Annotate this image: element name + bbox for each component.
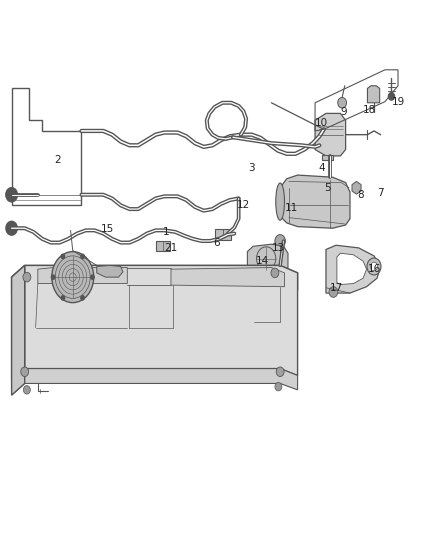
Circle shape xyxy=(275,382,282,391)
Polygon shape xyxy=(326,245,381,293)
Polygon shape xyxy=(97,265,123,277)
Text: 7: 7 xyxy=(377,188,384,198)
Polygon shape xyxy=(367,86,380,103)
Text: 5: 5 xyxy=(324,183,331,193)
Circle shape xyxy=(371,262,378,271)
Circle shape xyxy=(81,254,84,259)
Polygon shape xyxy=(171,268,285,287)
Text: 3: 3 xyxy=(248,163,255,173)
Circle shape xyxy=(81,296,84,300)
Text: 12: 12 xyxy=(237,200,250,211)
Polygon shape xyxy=(337,253,367,285)
Circle shape xyxy=(271,268,279,278)
Text: 4: 4 xyxy=(318,163,325,173)
Polygon shape xyxy=(155,241,170,251)
Polygon shape xyxy=(215,229,231,240)
Circle shape xyxy=(51,275,55,279)
Polygon shape xyxy=(315,114,346,156)
Polygon shape xyxy=(352,181,361,194)
Text: 18: 18 xyxy=(363,104,376,115)
Text: 11: 11 xyxy=(284,203,298,213)
Circle shape xyxy=(52,252,94,303)
Text: 8: 8 xyxy=(357,190,364,200)
Polygon shape xyxy=(12,265,297,294)
Polygon shape xyxy=(25,265,297,375)
Polygon shape xyxy=(12,265,25,381)
Text: 19: 19 xyxy=(392,96,405,107)
Circle shape xyxy=(367,258,381,275)
Polygon shape xyxy=(12,368,297,395)
Circle shape xyxy=(276,367,284,376)
Circle shape xyxy=(6,221,17,235)
Polygon shape xyxy=(12,265,25,395)
Polygon shape xyxy=(247,244,288,273)
Circle shape xyxy=(61,254,65,259)
Circle shape xyxy=(329,287,338,297)
Text: 1: 1 xyxy=(163,227,170,237)
Text: 14: 14 xyxy=(256,256,269,266)
Circle shape xyxy=(23,385,30,394)
Circle shape xyxy=(275,235,286,247)
Circle shape xyxy=(338,98,346,108)
Polygon shape xyxy=(38,268,127,284)
Circle shape xyxy=(389,93,395,100)
Text: 2: 2 xyxy=(54,155,61,165)
Circle shape xyxy=(21,367,28,376)
Circle shape xyxy=(91,275,94,279)
Circle shape xyxy=(23,272,31,282)
Circle shape xyxy=(61,296,65,300)
Text: 16: 16 xyxy=(367,264,381,274)
Text: 21: 21 xyxy=(164,243,177,253)
Ellipse shape xyxy=(276,183,285,220)
Text: 10: 10 xyxy=(315,118,328,128)
Text: 9: 9 xyxy=(340,107,347,117)
Text: 17: 17 xyxy=(330,283,343,293)
Polygon shape xyxy=(322,155,333,160)
Circle shape xyxy=(6,187,18,202)
Text: 15: 15 xyxy=(101,224,114,235)
Polygon shape xyxy=(280,175,350,228)
Text: 6: 6 xyxy=(213,238,220,247)
Text: 13: 13 xyxy=(271,243,285,253)
